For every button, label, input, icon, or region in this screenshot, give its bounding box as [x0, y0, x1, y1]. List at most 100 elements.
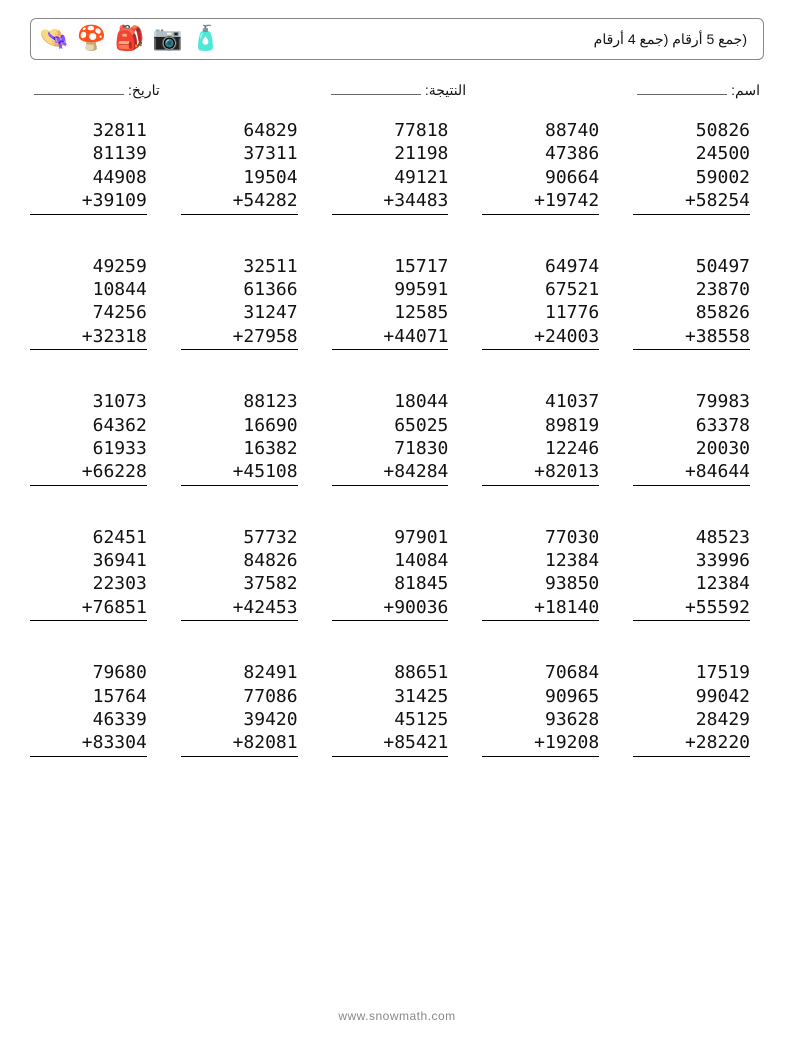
mushroom-icon: 🍄: [77, 27, 107, 51]
header-box: 👒🍄🎒📷🧴 (جمع 5 أرقام (جمع 4 أرقام: [30, 18, 764, 60]
addition-problem: 18044 65025 71830+84284: [332, 390, 463, 486]
addend: 31247: [181, 301, 298, 324]
addend: 45125: [332, 708, 449, 731]
addition-problem: 50826 24500 59002+58254: [633, 119, 764, 215]
date-blank[interactable]: [34, 80, 124, 95]
addend-last: +27958: [181, 325, 298, 350]
addend: 16382: [181, 437, 298, 460]
name-field: اسم:: [637, 80, 760, 99]
score-label: النتيجة:: [425, 82, 466, 99]
addend: 37311: [181, 142, 298, 165]
addition-problem: 79680 15764 46339+83304: [30, 661, 161, 757]
addend: 47386: [482, 142, 599, 165]
addend: 31073: [30, 390, 147, 413]
addend: 64829: [181, 119, 298, 142]
addition-problem: 88651 31425 45125+85421: [332, 661, 463, 757]
addend: 18044: [332, 390, 449, 413]
addend-last: +82013: [482, 460, 599, 485]
addend: 32811: [30, 119, 147, 142]
addend: 64362: [30, 414, 147, 437]
addition-problem: 82491 77086 39420+82081: [181, 661, 312, 757]
addend-last: +19742: [482, 189, 599, 214]
addend-last: +28220: [633, 731, 750, 756]
addend: 81139: [30, 142, 147, 165]
header-icons: 👒🍄🎒📷🧴: [39, 27, 220, 51]
addend: 15764: [30, 685, 147, 708]
addend: 32511: [181, 255, 298, 278]
addend: 10844: [30, 278, 147, 301]
name-blank[interactable]: [637, 80, 727, 95]
addend: 81845: [332, 572, 449, 595]
addend: 22303: [30, 572, 147, 595]
addition-problem: 70684 90965 93628+19208: [482, 661, 613, 757]
addend: 61933: [30, 437, 147, 460]
addition-problem: 64974 67521 11776+24003: [482, 255, 613, 351]
addend: 99042: [633, 685, 750, 708]
addend-last: +54282: [181, 189, 298, 214]
addition-problem: 31073 64362 61933+66228: [30, 390, 161, 486]
addition-problem: 50497 23870 85826+38558: [633, 255, 764, 351]
addend: 70684: [482, 661, 599, 684]
addend-last: +85421: [332, 731, 449, 756]
addition-problem: 48523 33996 12384+55592: [633, 526, 764, 622]
addend: 89819: [482, 414, 599, 437]
addend: 61366: [181, 278, 298, 301]
addend: 79983: [633, 390, 750, 413]
addend: 23870: [633, 278, 750, 301]
addend: 74256: [30, 301, 147, 324]
addition-problem: 32811 81139 44908+39109: [30, 119, 161, 215]
addend-last: +18140: [482, 596, 599, 621]
addend: 12585: [332, 301, 449, 324]
addition-problem: 41037 89819 12246+82013: [482, 390, 613, 486]
addend: 17519: [633, 661, 750, 684]
score-blank[interactable]: [331, 80, 421, 95]
addition-problem: 77818 21198 49121+34483: [332, 119, 463, 215]
name-label: اسم:: [731, 82, 760, 99]
addend: 37582: [181, 572, 298, 595]
addend: 90664: [482, 166, 599, 189]
addend: 50826: [633, 119, 750, 142]
addend: 19504: [181, 166, 298, 189]
addend-last: +83304: [30, 731, 147, 756]
addend: 31425: [332, 685, 449, 708]
addend: 77030: [482, 526, 599, 549]
addend: 84826: [181, 549, 298, 572]
addend: 90965: [482, 685, 599, 708]
addition-problem: 64829 37311 19504+54282: [181, 119, 312, 215]
addend: 97901: [332, 526, 449, 549]
addend: 12384: [482, 549, 599, 572]
worksheet-title: (جمع 5 أرقام (جمع 4 أرقام: [594, 31, 755, 48]
addend: 77086: [181, 685, 298, 708]
hat-icon: 👒: [39, 27, 69, 51]
addend-last: +38558: [633, 325, 750, 350]
addend: 48523: [633, 526, 750, 549]
addend: 57732: [181, 526, 298, 549]
score-field: النتيجة:: [331, 80, 466, 99]
addition-problem: 88740 47386 90664+19742: [482, 119, 613, 215]
addend: 85826: [633, 301, 750, 324]
addend: 50497: [633, 255, 750, 278]
addend: 11776: [482, 301, 599, 324]
addend-last: +90036: [332, 596, 449, 621]
addend-last: +44071: [332, 325, 449, 350]
addend: 41037: [482, 390, 599, 413]
addend: 64974: [482, 255, 599, 278]
addend: 33996: [633, 549, 750, 572]
addend: 16690: [181, 414, 298, 437]
addend: 20030: [633, 437, 750, 460]
addend-last: +84284: [332, 460, 449, 485]
addend-last: +45108: [181, 460, 298, 485]
addend-last: +82081: [181, 731, 298, 756]
addend-last: +32318: [30, 325, 147, 350]
footer-url: www.snowmath.com: [0, 1009, 794, 1023]
addend-last: +34483: [332, 189, 449, 214]
addition-problem: 77030 12384 93850+18140: [482, 526, 613, 622]
addition-problem: 15717 99591 12585+44071: [332, 255, 463, 351]
addend: 71830: [332, 437, 449, 460]
addend: 39420: [181, 708, 298, 731]
addend: 77818: [332, 119, 449, 142]
addend: 82491: [181, 661, 298, 684]
addend: 28429: [633, 708, 750, 731]
addend: 59002: [633, 166, 750, 189]
addend-last: +58254: [633, 189, 750, 214]
